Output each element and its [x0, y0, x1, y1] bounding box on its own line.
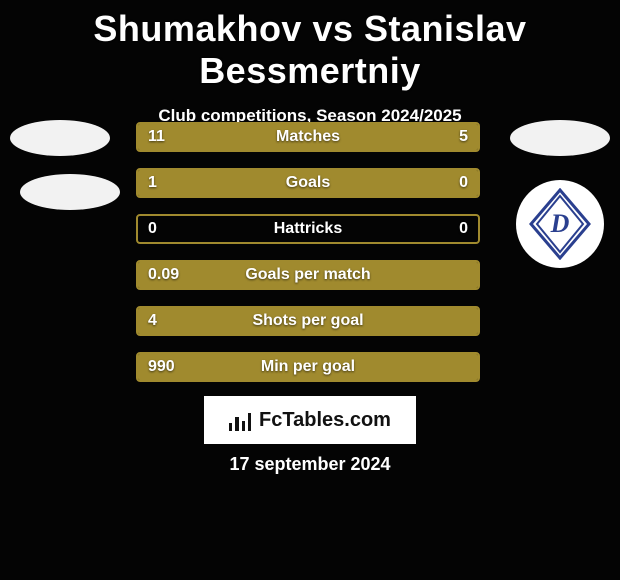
- date-text: 17 september 2024: [0, 454, 620, 475]
- stat-row: 11 Matches 5: [136, 122, 480, 152]
- page-title: Shumakhov vs Stanislav Bessmertniy: [0, 0, 620, 92]
- brand-text: FcTables.com: [259, 409, 391, 432]
- player-left-photo-placeholder: [10, 120, 110, 156]
- stat-row: 1 Goals 0: [136, 168, 480, 198]
- stat-label: Hattricks: [138, 216, 478, 242]
- brand-bars-icon: [229, 409, 251, 431]
- stat-value-right: 0: [459, 170, 468, 196]
- stat-row: 990 Min per goal: [136, 352, 480, 382]
- stat-label: Goals per match: [138, 262, 478, 288]
- stat-row: 0.09 Goals per match: [136, 260, 480, 290]
- stat-value-right: 0: [459, 216, 468, 242]
- stat-label: Min per goal: [138, 354, 478, 380]
- stat-row: 4 Shots per goal: [136, 306, 480, 336]
- club-right-crest: D: [516, 180, 604, 268]
- stat-value-right: 5: [459, 124, 468, 150]
- player-right-photo-placeholder: [510, 120, 610, 156]
- stat-label: Shots per goal: [138, 308, 478, 334]
- stat-row: 0 Hattricks 0: [136, 214, 480, 244]
- club-left-crest-placeholder: [20, 174, 120, 210]
- crest-letter: D: [550, 209, 570, 238]
- stats-rows: 11 Matches 5 1 Goals 0 0 Hattricks 0 0.0…: [136, 122, 480, 398]
- stat-label: Matches: [138, 124, 478, 150]
- brand-badge: FcTables.com: [204, 396, 416, 444]
- stat-label: Goals: [138, 170, 478, 196]
